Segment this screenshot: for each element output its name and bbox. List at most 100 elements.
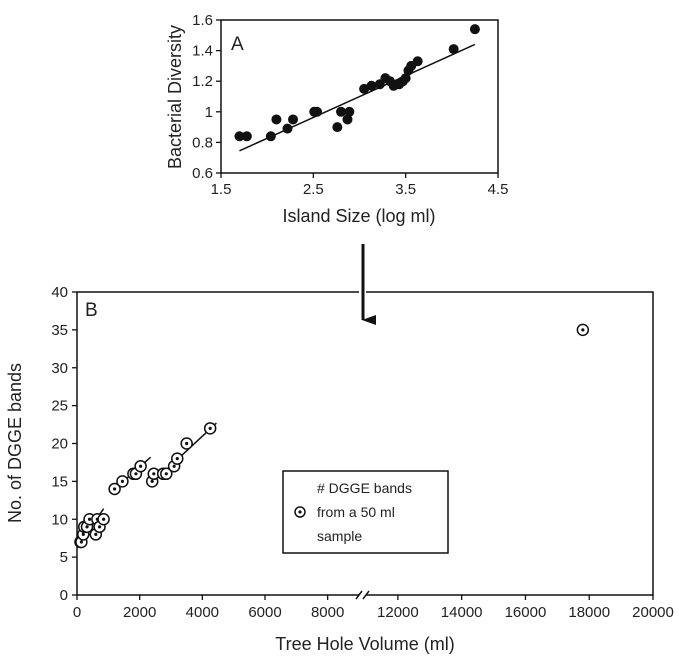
x-tick-label: 18000 bbox=[568, 604, 610, 621]
data-point-dot bbox=[185, 441, 189, 446]
data-point bbox=[282, 123, 293, 134]
y-tick-label: 0.8 bbox=[192, 134, 213, 151]
data-point bbox=[312, 106, 323, 117]
y-tick-label: 20 bbox=[51, 436, 68, 453]
y-tick-label: 5 bbox=[60, 549, 68, 566]
data-point-dot bbox=[87, 517, 92, 521]
data-point bbox=[344, 106, 355, 117]
legend-marker-dot bbox=[298, 510, 302, 514]
y-tick-label: 35 bbox=[51, 322, 68, 339]
data-point bbox=[336, 106, 347, 117]
data-point-dot bbox=[208, 426, 212, 430]
y-tick-label: 15 bbox=[51, 473, 68, 490]
legend-line-3: sample bbox=[317, 528, 362, 544]
data-point bbox=[171, 452, 184, 465]
data-point-dot bbox=[113, 487, 117, 491]
data-point bbox=[97, 513, 110, 526]
panel-b-points bbox=[74, 323, 590, 549]
x-tick-label: 4000 bbox=[186, 604, 219, 621]
data-point-dot bbox=[102, 517, 106, 521]
axis-break-mark bbox=[362, 590, 370, 600]
y-tick-label: 10 bbox=[51, 511, 68, 528]
data-point bbox=[400, 73, 411, 84]
x-tick-label: 3.5 bbox=[395, 181, 416, 198]
x-tick-label: 2000 bbox=[123, 604, 156, 621]
data-point bbox=[265, 131, 276, 142]
data-point-dot bbox=[150, 479, 154, 483]
data-point bbox=[147, 467, 161, 481]
panel-a-frame bbox=[220, 19, 499, 174]
data-point-dot bbox=[94, 532, 98, 537]
axis-break-mark bbox=[355, 590, 363, 600]
panel-a: A Island Size (log ml) Bacterial Diversi… bbox=[165, 12, 508, 226]
x-tick-label: 2.5 bbox=[303, 181, 324, 198]
x-tick-label: 8000 bbox=[311, 604, 344, 621]
x-tick-label: 4.5 bbox=[488, 181, 509, 198]
data-point bbox=[271, 114, 282, 125]
data-point-dot bbox=[152, 472, 156, 476]
data-point bbox=[203, 422, 217, 435]
data-point-dot bbox=[85, 525, 89, 529]
data-point bbox=[134, 459, 147, 473]
data-point bbox=[332, 122, 343, 133]
y-tick-label: 0.6 bbox=[192, 165, 213, 182]
legend-line-2: from a 50 ml bbox=[317, 504, 395, 520]
panel-b-label: B bbox=[85, 300, 98, 321]
x-tick-label: 1.5 bbox=[211, 181, 232, 198]
panel-b-frame-right bbox=[366, 291, 654, 596]
x-tick-label: 12000 bbox=[377, 604, 419, 621]
panel-a-x-ticks: 1.5 2.5 3.5 4.5 bbox=[211, 173, 509, 198]
x-tick-label: 20000 bbox=[632, 604, 674, 621]
y-tick-label: 25 bbox=[51, 398, 68, 415]
y-tick-label: 1.6 bbox=[192, 12, 213, 29]
x-tick-label: 14000 bbox=[441, 604, 483, 621]
panel-b-ylabel: No. of DGGE bands bbox=[5, 363, 25, 523]
data-point bbox=[234, 131, 245, 142]
data-point-dot bbox=[120, 479, 125, 483]
panel-a-label: A bbox=[231, 34, 244, 55]
data-point bbox=[288, 114, 299, 125]
x-tick-label: 16000 bbox=[505, 604, 547, 621]
data-point bbox=[448, 44, 459, 55]
data-point-dot bbox=[79, 540, 83, 544]
data-point bbox=[342, 114, 353, 125]
panel-a-fit bbox=[239, 43, 476, 152]
panel-b-y-ticks: 0 5 10 15 20 25 30 35 40 bbox=[51, 284, 77, 604]
y-tick-label: 1.4 bbox=[192, 43, 213, 60]
legend-line-1: # DGGE bands bbox=[317, 480, 412, 496]
legend: # DGGE bands from a 50 ml sample bbox=[282, 470, 449, 554]
legend-box bbox=[282, 470, 449, 554]
y-tick-label: 40 bbox=[51, 284, 68, 301]
data-point-dot bbox=[581, 328, 585, 332]
data-point-dot bbox=[97, 525, 102, 529]
panel-b-x-ticks: 0 2000 4000 6000 8000 12000 14000 16000 18000 200… bbox=[73, 595, 674, 621]
data-point bbox=[160, 467, 173, 481]
data-point bbox=[241, 131, 252, 142]
data-point-dot bbox=[164, 472, 168, 476]
x-tick-label: 0 bbox=[73, 604, 81, 621]
x-tick-label: 6000 bbox=[248, 604, 281, 621]
legend-marker bbox=[294, 506, 306, 518]
data-point-dot bbox=[81, 532, 85, 537]
panel-a-xlabel: Island Size (log ml) bbox=[282, 206, 435, 226]
fit-line bbox=[239, 43, 476, 152]
data-point bbox=[469, 24, 480, 35]
panel-a-y-ticks: 0.6 0.8 1 1.2 1.4 1.6 bbox=[192, 12, 221, 182]
data-point bbox=[108, 482, 121, 496]
panel-a-ylabel: Bacterial Diversity bbox=[165, 25, 185, 169]
data-point-dot bbox=[172, 464, 176, 468]
data-point-dot bbox=[175, 457, 179, 461]
panel-a-points bbox=[234, 24, 480, 142]
legend-marker-ring bbox=[294, 506, 306, 518]
data-point bbox=[412, 56, 423, 67]
data-point bbox=[116, 475, 129, 488]
y-tick-label: 1 bbox=[205, 104, 213, 121]
panel-b-xlabel: Tree Hole Volume (ml) bbox=[275, 634, 454, 654]
data-point bbox=[576, 323, 590, 337]
panel-b: B Tree Hole Volume (ml) No. of DGGE band… bbox=[5, 284, 674, 654]
y-tick-label: 0 bbox=[60, 587, 68, 604]
y-tick-label: 30 bbox=[51, 360, 68, 377]
data-point bbox=[180, 437, 193, 450]
x-axis-break-marks bbox=[355, 590, 370, 600]
